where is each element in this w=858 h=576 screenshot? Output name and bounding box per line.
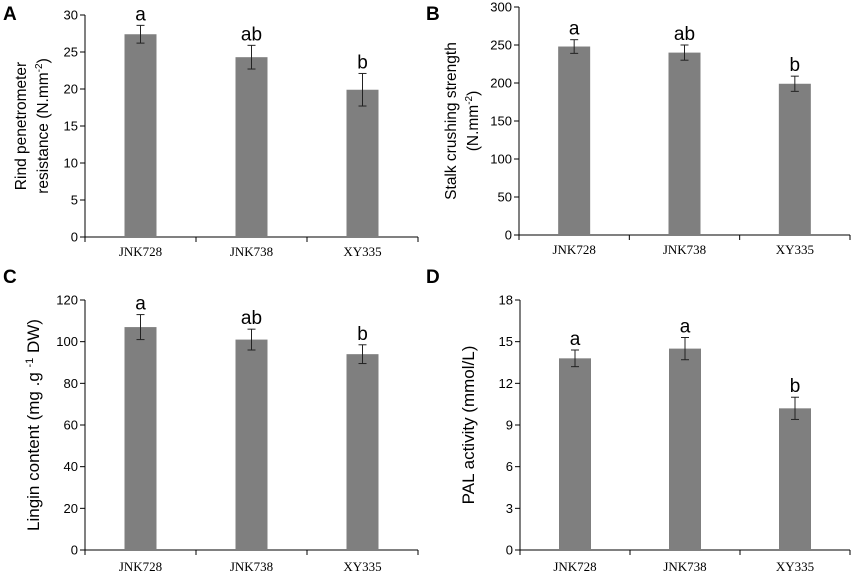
category-label: XY335 bbox=[343, 559, 381, 574]
y-tick-label: 15 bbox=[64, 119, 78, 134]
significance-letter: a bbox=[569, 19, 580, 40]
category-label: XY335 bbox=[776, 559, 814, 574]
y-tick-label: 6 bbox=[506, 459, 513, 474]
category-label: JNK728 bbox=[553, 559, 596, 574]
y-tick-label: 20 bbox=[64, 82, 78, 97]
category-label: JNK738 bbox=[663, 559, 706, 574]
y-tick-label: 15 bbox=[499, 334, 513, 349]
significance-letter: ab bbox=[241, 24, 262, 45]
bar bbox=[779, 408, 811, 550]
y-axis-label: Lingin content (mg .g -1 DW) bbox=[24, 319, 43, 531]
significance-letter: a bbox=[680, 317, 691, 338]
bar bbox=[558, 46, 591, 235]
bar bbox=[346, 354, 379, 550]
category-label: JNK738 bbox=[230, 244, 273, 259]
category-label: JNK728 bbox=[119, 244, 162, 259]
y-axis-label-superscript: -2 bbox=[34, 63, 45, 72]
y-axis-label-line1: Rind penetrometer bbox=[13, 62, 30, 190]
category-label: XY335 bbox=[776, 242, 814, 257]
bar bbox=[669, 348, 701, 550]
significance-letter: b bbox=[357, 52, 368, 73]
y-tick-label: 200 bbox=[490, 76, 512, 91]
y-tick-label: 10 bbox=[64, 156, 78, 171]
y-tick-label: 0 bbox=[505, 228, 512, 243]
significance-letter: ab bbox=[241, 308, 262, 329]
y-tick-label: 100 bbox=[56, 334, 78, 349]
significance-letter: a bbox=[570, 329, 581, 350]
y-tick-label: 25 bbox=[64, 45, 78, 60]
panel-d: D 0 3 6 9 12 15 18 a JNK728 a JNK738 b XY335 PAL activ… bbox=[426, 267, 851, 574]
significance-letter: ab bbox=[674, 24, 695, 45]
bar bbox=[235, 339, 268, 550]
panel-letter: C bbox=[3, 267, 17, 288]
panel-b: B 0 50 100 150 200 250 300 a JNK728 ab JNK738 b XY335… bbox=[426, 0, 851, 257]
y-axis-label-part: ) bbox=[35, 58, 52, 63]
category-label: XY335 bbox=[343, 244, 381, 259]
y-axis-label-part: (N.mm bbox=[465, 105, 482, 152]
bar bbox=[668, 52, 701, 235]
y-tick-label: 150 bbox=[490, 114, 512, 129]
bar bbox=[778, 83, 811, 235]
y-tick-label: 0 bbox=[71, 230, 78, 245]
y-tick-label: 250 bbox=[490, 38, 512, 53]
y-axis-label-superscript: -1 bbox=[24, 358, 36, 368]
category-label: JNK738 bbox=[230, 559, 273, 574]
category-label: JNK728 bbox=[119, 559, 162, 574]
panel-a: A 0 5 10 15 20 25 30 a JNK728 ab JNK738 b XY335 Rind p… bbox=[3, 4, 419, 259]
y-axis-label-line2: resistance (N.mm-2) bbox=[34, 58, 52, 194]
y-tick-label: 18 bbox=[499, 293, 513, 308]
y-tick-label: 50 bbox=[498, 190, 512, 205]
y-tick-label: 0 bbox=[506, 543, 513, 558]
bar bbox=[235, 57, 268, 238]
y-tick-label: 9 bbox=[506, 418, 513, 433]
significance-letter: b bbox=[790, 55, 801, 76]
significance-letter: a bbox=[135, 4, 146, 25]
significance-letter: b bbox=[357, 324, 368, 345]
y-tick-label: 0 bbox=[71, 543, 78, 558]
y-tick-label: 120 bbox=[56, 293, 78, 308]
y-tick-label: 60 bbox=[64, 418, 78, 433]
y-tick-label: 12 bbox=[499, 376, 513, 391]
y-tick-label: 40 bbox=[64, 459, 78, 474]
y-axis-label-line2: (N.mm-2) bbox=[464, 91, 482, 152]
bar bbox=[559, 358, 591, 550]
panel-letter: D bbox=[426, 267, 440, 288]
panel-letter: A bbox=[3, 4, 17, 25]
y-axis-label-part: Lingin content (mg .g bbox=[24, 368, 43, 531]
y-axis-label-part: DW) bbox=[24, 319, 43, 358]
y-tick-label: 5 bbox=[71, 193, 78, 208]
y-axis-label-part: resistance (N.mm bbox=[35, 72, 52, 193]
y-axis-label-line1: Stalk crushing strength bbox=[443, 42, 460, 200]
y-axis-label: PAL activity (mmol/L) bbox=[459, 346, 478, 505]
y-tick-label: 30 bbox=[64, 8, 78, 23]
significance-letter: b bbox=[790, 376, 801, 397]
y-tick-label: 20 bbox=[64, 501, 78, 516]
bar bbox=[124, 34, 157, 237]
y-tick-label: 3 bbox=[506, 501, 513, 516]
bar bbox=[346, 89, 379, 238]
y-axis-label-superscript: -2 bbox=[464, 95, 475, 104]
y-axis-label-part: ) bbox=[465, 91, 482, 96]
panel-c: C 0 20 40 60 80 100 120 a JNK728 ab JNK738 b XY335 Lin… bbox=[3, 267, 419, 574]
bar bbox=[124, 327, 157, 550]
y-tick-label: 100 bbox=[490, 152, 512, 167]
significance-letter: a bbox=[135, 294, 146, 315]
panel-letter: B bbox=[426, 4, 440, 25]
category-label: JNK728 bbox=[552, 242, 595, 257]
y-tick-label: 300 bbox=[490, 0, 512, 15]
y-tick-label: 80 bbox=[64, 376, 78, 391]
category-label: JNK738 bbox=[663, 242, 706, 257]
